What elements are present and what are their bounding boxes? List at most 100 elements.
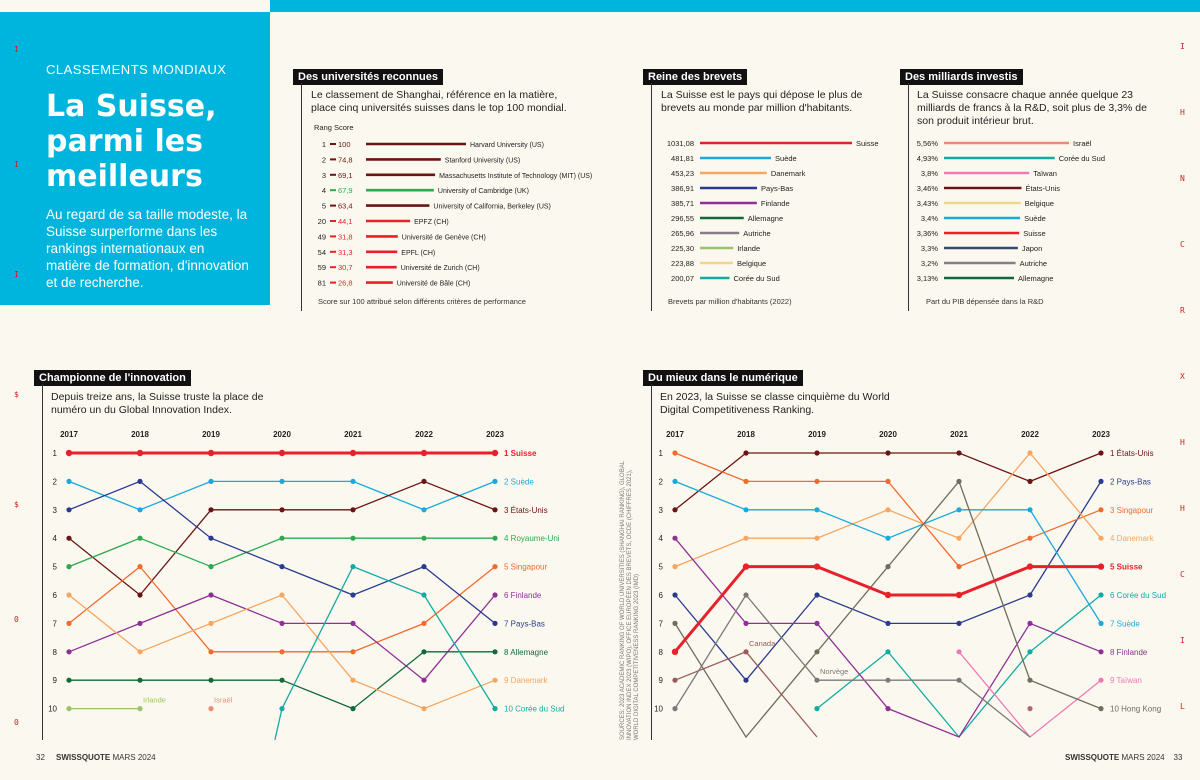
series-point bbox=[492, 507, 498, 513]
series-point bbox=[420, 449, 428, 457]
end-label: 3 États-Unis bbox=[504, 506, 548, 515]
patent-value: 385,71 bbox=[671, 199, 694, 208]
series-point bbox=[66, 535, 72, 541]
series-point bbox=[884, 591, 892, 599]
year-tick: 2023 bbox=[1092, 430, 1110, 439]
uni-score: 74,8 bbox=[338, 155, 353, 164]
series-point bbox=[885, 677, 891, 683]
series-point bbox=[743, 478, 749, 484]
series-point bbox=[743, 649, 749, 655]
patent-value: 386,91 bbox=[671, 184, 694, 193]
uni-score: 31,3 bbox=[338, 248, 353, 257]
series-point bbox=[208, 535, 214, 541]
end-label: 10 Corée du Sud bbox=[504, 705, 565, 714]
end-label: 4 Danemark bbox=[1110, 534, 1155, 543]
end-label: 3 Singapour bbox=[1110, 506, 1153, 515]
series-point bbox=[492, 649, 498, 655]
series-line-su-de bbox=[674, 480, 1102, 624]
rank-tick: 6 bbox=[659, 591, 664, 600]
series-point bbox=[955, 591, 963, 599]
hero-title-line: La Suisse, bbox=[46, 89, 217, 124]
series-point bbox=[743, 535, 749, 541]
margin-mark: H bbox=[1180, 108, 1185, 117]
rd-country: Belgique bbox=[1025, 199, 1054, 208]
uni-rank: 49 bbox=[318, 232, 326, 241]
col-header-rank: Rang bbox=[314, 123, 332, 132]
series-point bbox=[279, 677, 285, 683]
year-tick: 2018 bbox=[131, 430, 149, 439]
series-point bbox=[137, 706, 143, 712]
series-line-ta-wan bbox=[958, 651, 1102, 738]
uni-score: 26,8 bbox=[338, 279, 353, 288]
patent-value: 200,07 bbox=[671, 274, 694, 283]
rank-tick: 1 bbox=[659, 449, 664, 458]
series-point bbox=[814, 507, 820, 513]
patent-country: Belgique bbox=[737, 259, 766, 268]
series-point bbox=[207, 449, 215, 457]
series-point bbox=[66, 620, 72, 626]
margin-mark: C bbox=[1180, 570, 1185, 579]
series-point bbox=[492, 620, 498, 626]
uni-score: 69,1 bbox=[338, 171, 353, 180]
series-point bbox=[672, 478, 678, 484]
patent-country: Irlande bbox=[737, 244, 760, 253]
series-point bbox=[137, 620, 143, 626]
patent-country: Pays-Bas bbox=[761, 184, 793, 193]
digital-chart: 2017 2018 2019 2020 2021 2022 2023 1 2 3 4 5 6 7 8 9 10 1… bbox=[654, 430, 1166, 739]
series-point bbox=[208, 649, 214, 655]
series-point bbox=[492, 535, 498, 541]
series-point bbox=[421, 507, 427, 513]
series-point bbox=[1027, 649, 1033, 655]
end-label: 8 Finlande bbox=[1110, 648, 1148, 657]
hero-panel: CLASSEMENTS MONDIAUX La Suisse, parmi le… bbox=[0, 12, 270, 305]
margin-mark: 0 bbox=[14, 615, 19, 624]
left-footer: 32 SWISSQUOTE MARS 2024 bbox=[36, 753, 156, 762]
series-point bbox=[208, 564, 214, 570]
series-point bbox=[885, 535, 891, 541]
uni-name: Massachusetts Institute of Technology (M… bbox=[439, 173, 592, 180]
series-point bbox=[956, 677, 962, 683]
rd-country: Suède bbox=[1024, 214, 1046, 223]
series-point bbox=[743, 677, 749, 683]
series-point bbox=[956, 450, 962, 456]
rank-tick: 7 bbox=[53, 619, 58, 628]
series-line-finlande bbox=[68, 594, 496, 682]
patents-label: Reine des brevets bbox=[643, 69, 748, 85]
end-label: 5 Singapour bbox=[504, 563, 547, 572]
uni-rank: 81 bbox=[318, 279, 326, 288]
year-tick: 2019 bbox=[202, 430, 220, 439]
series-line-norv-ge bbox=[674, 593, 1031, 738]
series-point bbox=[279, 706, 285, 712]
series-point bbox=[279, 649, 285, 655]
series-point bbox=[743, 450, 749, 456]
series-point bbox=[492, 677, 498, 683]
universities-chart: Rang Score 1 100 Harvard University (US) 2 74,… bbox=[314, 123, 592, 288]
series-point bbox=[349, 449, 357, 457]
series-point bbox=[956, 535, 962, 541]
rd-country: Israël bbox=[1073, 139, 1092, 148]
margin-mark: 0 bbox=[14, 718, 19, 727]
end-label: 1 États-Unis bbox=[1110, 449, 1154, 458]
series-point bbox=[492, 706, 498, 712]
series-point bbox=[672, 564, 678, 570]
rank-tick: 4 bbox=[53, 534, 58, 543]
end-label: 6 Corée du Sud bbox=[1110, 591, 1166, 600]
uni-score: 100 bbox=[338, 140, 351, 149]
series-point bbox=[672, 677, 678, 683]
patent-value: 225,30 bbox=[671, 244, 694, 253]
rd-country: Suisse bbox=[1023, 229, 1046, 238]
series-point bbox=[66, 649, 72, 655]
rank-tick: 10 bbox=[654, 705, 663, 714]
rank-tick: 1 bbox=[53, 449, 58, 458]
series-point bbox=[743, 592, 749, 598]
series-point bbox=[885, 478, 891, 484]
series-point bbox=[672, 507, 678, 513]
series-point bbox=[492, 592, 498, 598]
margin-mark: L bbox=[1180, 702, 1185, 711]
series-point bbox=[421, 649, 427, 655]
series-point bbox=[885, 706, 891, 712]
margin-mark: I bbox=[14, 45, 19, 54]
series-point bbox=[1098, 507, 1104, 513]
series-line-singapour bbox=[68, 565, 496, 653]
uni-name: Stanford University (US) bbox=[445, 157, 520, 164]
